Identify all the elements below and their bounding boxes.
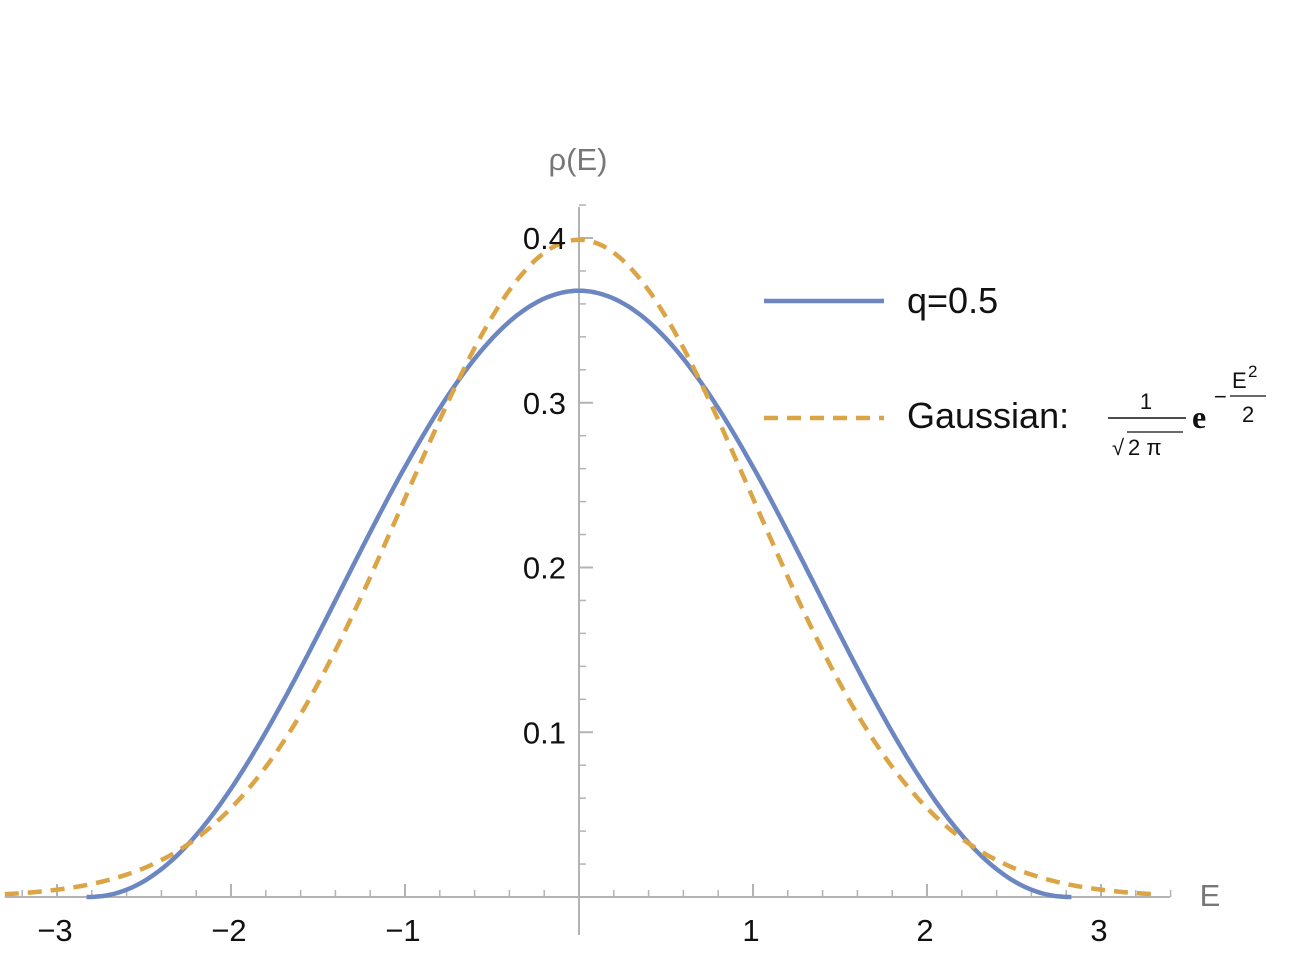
y-axis-label: ρ(E) — [549, 142, 608, 177]
y-tick-label: 0.2 — [523, 551, 566, 586]
y-tick-label: 0.1 — [523, 715, 566, 750]
y-tick-label: 0.4 — [523, 221, 566, 256]
formula-denominator: 2 π — [1128, 435, 1162, 460]
formula-base: e — [1192, 399, 1206, 435]
formula-exp-minus: − — [1214, 384, 1227, 409]
legend: q=0.5 Gaussian: 1 √ 2 π e − E 2 2 — [764, 280, 1266, 460]
series-line-q — [86, 288, 1072, 900]
series-line-gaussian — [4, 237, 1154, 897]
x-tick-label: −1 — [385, 913, 420, 948]
y-tick-label: 0.3 — [523, 386, 566, 421]
legend-label-gaussian: Gaussian: — [907, 395, 1069, 436]
x-tick-label: −3 — [37, 913, 72, 948]
x-tick-label: 2 — [916, 913, 933, 948]
formula-exp-power: 2 — [1248, 362, 1257, 381]
formula-exp-numerator: E — [1232, 368, 1247, 393]
gaussian-formula: 1 √ 2 π e − E 2 2 — [1108, 362, 1266, 460]
x-tick-label: 1 — [742, 913, 759, 948]
legend-label-q: q=0.5 — [907, 280, 998, 321]
x-axis-label: E — [1200, 878, 1221, 913]
series-group — [4, 237, 1154, 900]
formula-sqrt-sign: √ — [1112, 435, 1125, 460]
labels-group: ρ(E) E −3 −2 −1 1 2 3 0.1 0.2 0.3 0.4 — [37, 142, 1220, 948]
x-tick-label: −2 — [211, 913, 246, 948]
x-tick-label: 3 — [1090, 913, 1107, 948]
formula-numerator: 1 — [1140, 389, 1152, 414]
formula-exp-denominator: 2 — [1242, 402, 1254, 427]
axes-group — [4, 204, 1172, 935]
